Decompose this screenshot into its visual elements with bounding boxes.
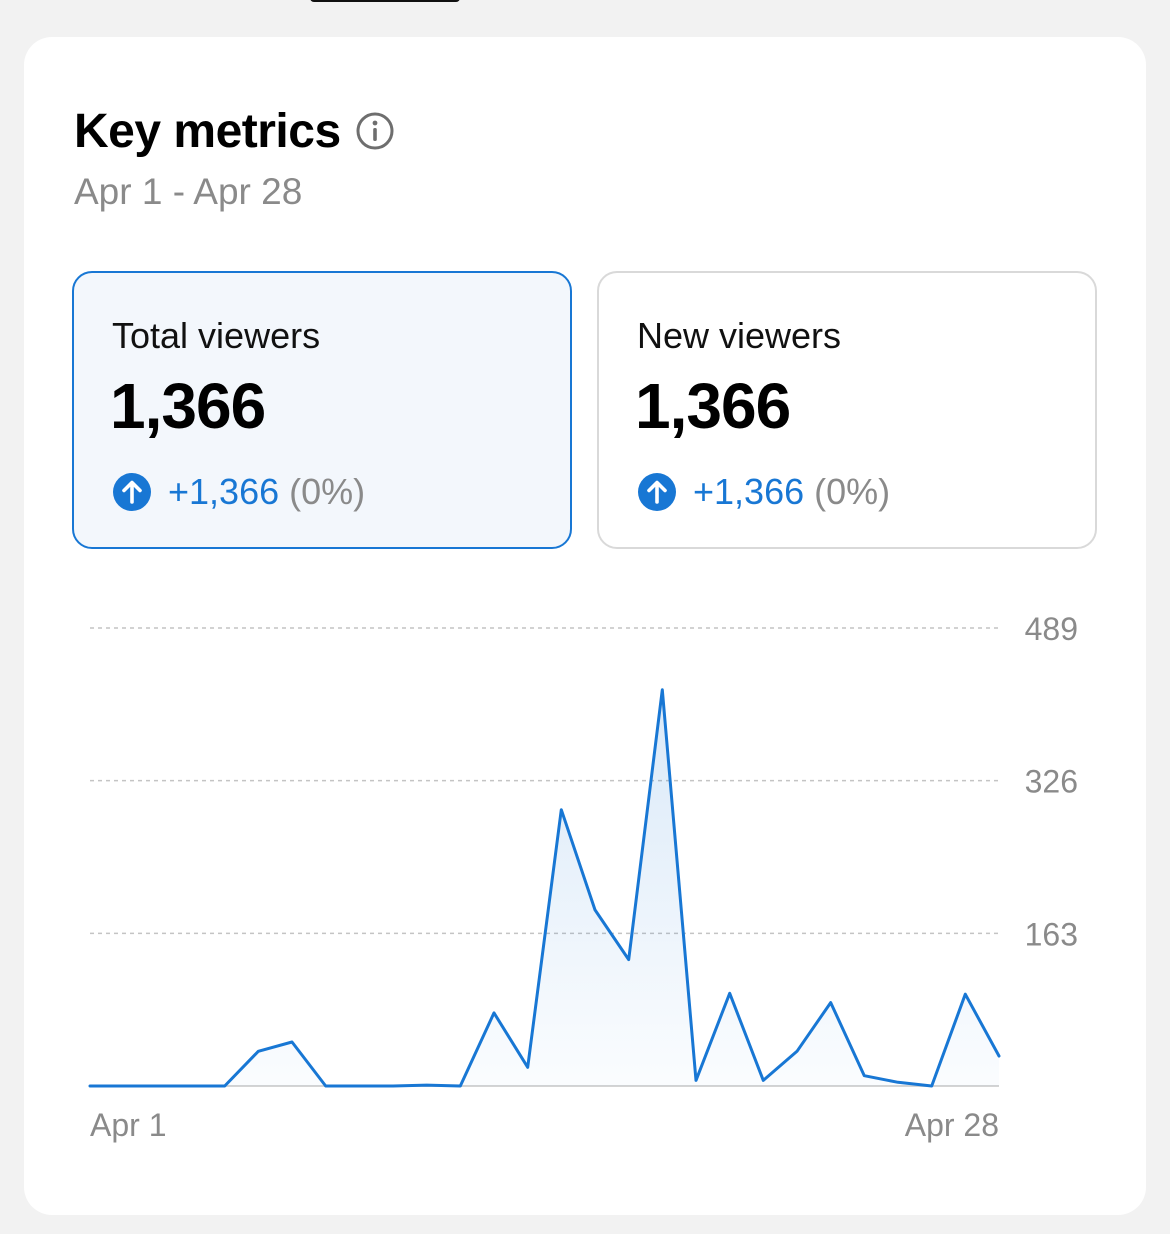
y-tick-label: 489: [1025, 611, 1078, 647]
metric-label: New viewers: [637, 315, 842, 356]
info-circle-icon[interactable]: [355, 111, 395, 151]
metric-change: +1,366 (0%): [637, 471, 890, 513]
metric-label: Total viewers: [112, 315, 321, 356]
title-row: Key metrics: [74, 103, 395, 159]
series-area: [90, 689, 999, 1086]
arrow-up-circle-icon: [638, 473, 676, 511]
date-range: Apr 1 - Apr 28: [74, 171, 303, 212]
page-title: Key metrics: [74, 104, 341, 158]
change-value: +1,366: [168, 471, 280, 512]
change-percent: (0%): [289, 471, 366, 512]
series-line: [88, 688, 1001, 1088]
metric-value: 1,366: [110, 370, 266, 442]
x-tick-label-start: Apr 1: [90, 1107, 166, 1143]
y-tick-label: 326: [1025, 764, 1078, 800]
arrow-up-circle-icon: [113, 473, 151, 511]
y-tick-label: 163: [1025, 916, 1078, 952]
metric-value: 1,366: [635, 370, 791, 442]
metric-change: +1,366 (0%): [112, 471, 365, 513]
viewers-line-chart: 163 326 489 Apr 1 Apr 28: [88, 611, 1078, 1143]
status-indicator: [310, 0, 460, 2]
change-value: +1,366: [693, 471, 805, 512]
change-percent: (0%): [814, 471, 891, 512]
key-metrics-card: Key metrics Apr 1 - Apr 28 Total viewers…: [24, 37, 1146, 1215]
x-tick-label-end: Apr 28: [905, 1107, 999, 1143]
metric-card-new-viewers[interactable]: New viewers 1,366 +1,366 (0%): [597, 271, 1097, 549]
metric-card-total-viewers[interactable]: Total viewers 1,366 +1,366 (0%): [72, 271, 572, 549]
